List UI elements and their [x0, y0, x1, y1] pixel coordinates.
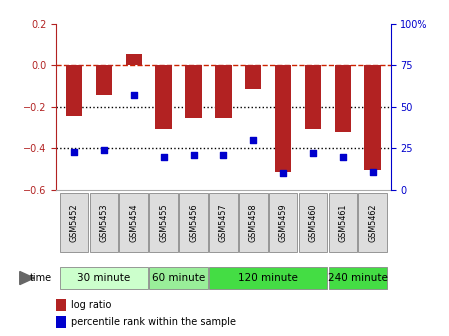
Point: [190, 152, 197, 158]
Point: [130, 92, 137, 98]
Text: GSM5458: GSM5458: [249, 203, 258, 242]
Bar: [126, 54, 142, 65]
Text: GSM5460: GSM5460: [308, 203, 317, 242]
FancyBboxPatch shape: [150, 193, 178, 252]
Point: [339, 154, 347, 159]
Text: GSM5453: GSM5453: [99, 203, 108, 242]
Text: GSM5454: GSM5454: [129, 203, 138, 242]
Text: GSM5459: GSM5459: [279, 203, 288, 242]
Point: [220, 152, 227, 158]
FancyBboxPatch shape: [90, 193, 118, 252]
Text: GSM5461: GSM5461: [339, 203, 348, 242]
Point: [160, 154, 167, 159]
FancyBboxPatch shape: [60, 193, 88, 252]
Bar: [305, 65, 321, 128]
Text: 60 minute: 60 minute: [152, 273, 205, 283]
Text: time: time: [30, 273, 52, 283]
Bar: [66, 65, 82, 116]
FancyBboxPatch shape: [299, 193, 327, 252]
Bar: [96, 65, 112, 95]
Bar: [56, 316, 66, 328]
Text: log ratio: log ratio: [71, 300, 111, 310]
FancyBboxPatch shape: [119, 193, 148, 252]
Bar: [275, 65, 291, 172]
Text: percentile rank within the sample: percentile rank within the sample: [71, 317, 236, 327]
Point: [250, 137, 257, 143]
Point: [309, 151, 317, 156]
Text: 30 minute: 30 minute: [77, 273, 131, 283]
Text: 120 minute: 120 minute: [238, 273, 298, 283]
Bar: [185, 65, 202, 118]
FancyBboxPatch shape: [329, 193, 357, 252]
Polygon shape: [20, 271, 34, 285]
Text: 240 minute: 240 minute: [328, 273, 388, 283]
FancyBboxPatch shape: [269, 193, 297, 252]
FancyBboxPatch shape: [60, 267, 148, 289]
Text: GSM5462: GSM5462: [368, 203, 377, 242]
FancyBboxPatch shape: [358, 193, 387, 252]
FancyBboxPatch shape: [179, 193, 208, 252]
Bar: [335, 65, 351, 132]
Point: [70, 149, 78, 154]
FancyBboxPatch shape: [209, 193, 238, 252]
Point: [280, 171, 287, 176]
Point: [369, 169, 376, 174]
Bar: [365, 65, 381, 170]
Text: GSM5452: GSM5452: [70, 203, 79, 242]
Point: [100, 147, 107, 153]
FancyBboxPatch shape: [329, 267, 387, 289]
Bar: [155, 65, 172, 128]
FancyBboxPatch shape: [239, 193, 268, 252]
FancyBboxPatch shape: [209, 267, 327, 289]
Bar: [245, 65, 261, 89]
Bar: [56, 299, 66, 311]
Text: GSM5456: GSM5456: [189, 203, 198, 242]
Bar: [215, 65, 232, 118]
Text: GSM5457: GSM5457: [219, 203, 228, 242]
Text: GSM5455: GSM5455: [159, 203, 168, 242]
FancyBboxPatch shape: [150, 267, 208, 289]
